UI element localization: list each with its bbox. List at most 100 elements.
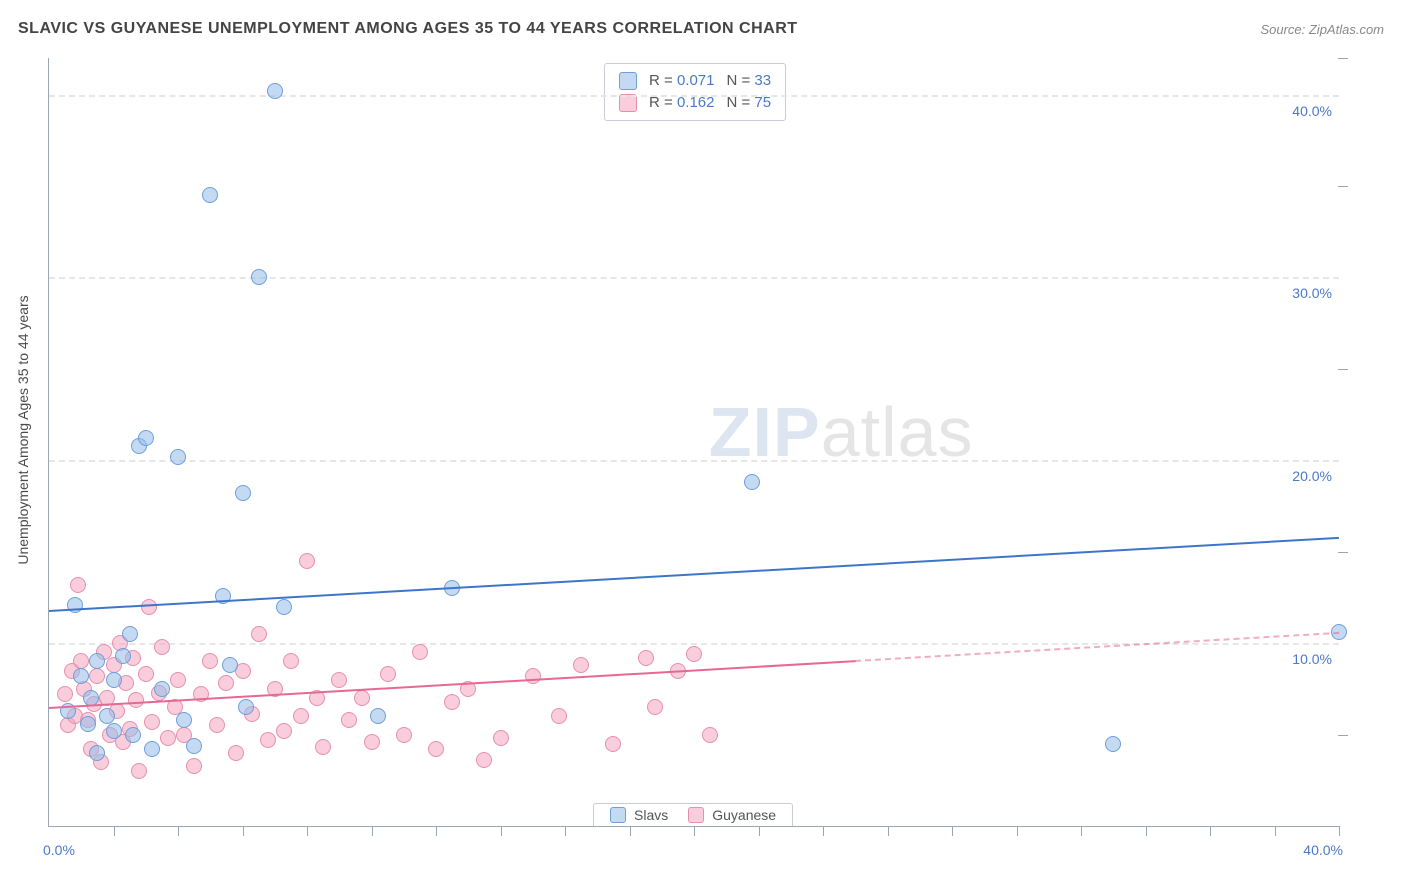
x-axis-min-label: 0.0% [43,842,75,858]
legend-series-name: Guyanese [712,807,776,823]
trendline [49,537,1339,612]
scatter-point [444,694,460,710]
scatter-point [128,692,144,708]
x-minor-tick [1146,826,1147,836]
scatter-point [235,485,251,501]
scatter-point [144,714,160,730]
scatter-point [186,758,202,774]
scatter-point [80,716,96,732]
x-minor-tick [114,826,115,836]
y-tick-label: 20.0% [1292,468,1332,484]
scatter-point [293,708,309,724]
x-minor-tick [888,826,889,836]
y-minor-tick [1338,552,1348,553]
y-minor-tick [1338,186,1348,187]
legend-series-name: Slavs [634,807,668,823]
scatter-point [412,644,428,660]
scatter-point [251,626,267,642]
scatter-point [89,653,105,669]
x-minor-tick [178,826,179,836]
scatter-point [647,699,663,715]
scatter-point [251,269,267,285]
scatter-point [573,657,589,673]
scatter-point [744,474,760,490]
scatter-point [276,599,292,615]
scatter-point [267,83,283,99]
scatter-point [106,723,122,739]
scatter-point [299,553,315,569]
x-minor-tick [694,826,695,836]
watermark-zip: ZIP [709,393,821,471]
scatter-point [131,763,147,779]
scatter-point [138,430,154,446]
scatter-point [186,738,202,754]
scatter-point [222,657,238,673]
y-minor-tick [1338,369,1348,370]
scatter-point [1105,736,1121,752]
scatter-point [476,752,492,768]
scatter-point [331,672,347,688]
legend-series-item: Slavs [610,807,668,823]
x-minor-tick [243,826,244,836]
legend-r-value: 0.071 [677,72,715,89]
scatter-point [276,723,292,739]
gridline [49,95,1339,97]
scatter-point [605,736,621,752]
scatter-point [702,727,718,743]
source-attribution: Source: ZipAtlas.com [1260,22,1384,37]
scatter-point [57,686,73,702]
scatter-point [260,732,276,748]
legend-regression-stats: R = 0.071N = 33R = 0.162N = 75 [604,63,786,121]
trendline-extrapolated [855,632,1339,662]
x-minor-tick [1339,826,1340,836]
scatter-point [160,730,176,746]
scatter-point [218,675,234,691]
x-axis-max-label: 40.0% [1303,842,1343,858]
gridline [49,460,1339,462]
x-minor-tick [823,826,824,836]
scatter-point [370,708,386,724]
scatter-point [170,449,186,465]
x-minor-tick [307,826,308,836]
legend-swatch [619,94,637,112]
x-minor-tick [436,826,437,836]
legend-swatch [688,807,704,823]
scatter-point [525,668,541,684]
x-minor-tick [565,826,566,836]
gridline [49,277,1339,279]
y-tick-label: 30.0% [1292,285,1332,301]
watermark-atlas: atlas [821,393,974,471]
legend-swatch [610,807,626,823]
y-axis-label: Unemployment Among Ages 35 to 44 years [15,250,35,610]
scatter-point [428,741,444,757]
scatter-point [154,681,170,697]
chart-container: SLAVIC VS GUYANESE UNEMPLOYMENT AMONG AG… [0,0,1406,892]
scatter-point [202,187,218,203]
y-minor-tick [1338,735,1348,736]
scatter-point [176,712,192,728]
scatter-point [125,727,141,743]
scatter-point [202,653,218,669]
x-minor-tick [501,826,502,836]
scatter-point [638,650,654,666]
scatter-point [138,666,154,682]
scatter-point [364,734,380,750]
x-minor-tick [1275,826,1276,836]
scatter-point [89,668,105,684]
scatter-point [238,699,254,715]
scatter-point [551,708,567,724]
y-tick-label: 10.0% [1292,651,1332,667]
legend-n-value: 33 [754,72,771,89]
scatter-point [73,653,89,669]
y-minor-tick [1338,58,1348,59]
scatter-point [154,639,170,655]
scatter-point [209,717,225,733]
x-minor-tick [1210,826,1211,836]
scatter-point [493,730,509,746]
scatter-point [115,648,131,664]
scatter-point [70,577,86,593]
scatter-point [283,653,299,669]
scatter-point [73,668,89,684]
x-minor-tick [372,826,373,836]
scatter-point [315,739,331,755]
